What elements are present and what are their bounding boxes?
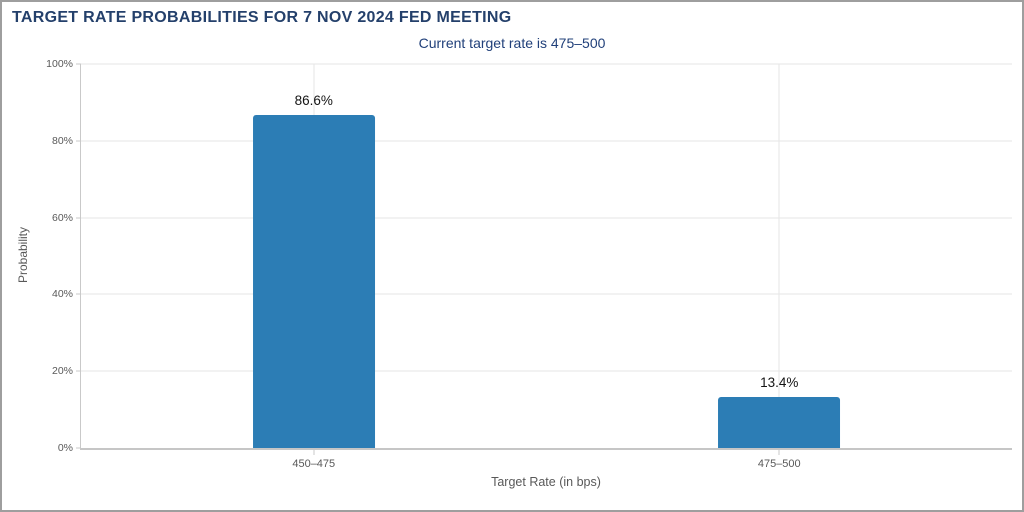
chart-subtitle: Current target rate is 475–500 [418,35,606,51]
x-tick-label: 450–475 [292,458,336,470]
y-tick-label: 60% [51,211,73,224]
probability-bar [718,396,841,448]
bar-value-label: 13.4% [760,374,799,390]
probability-bar [252,115,375,448]
y-tick-mark [76,447,81,449]
y-tick-mark [76,63,81,65]
y-gridline [81,370,1012,372]
chart-title: TARGET RATE PROBABILITIES FOR 7 NOV 2024… [12,9,512,26]
y-tick-label: 40% [51,288,73,301]
y-tick-mark [76,140,81,142]
x-tick-mark [313,450,315,455]
bar-value-label: 86.6% [294,93,333,109]
y-axis-title: Probability [16,226,30,284]
y-tick-mark [76,293,81,295]
category-gridline [778,64,780,448]
y-tick-label: 20% [51,365,73,378]
x-tick-mark [778,450,780,455]
y-gridline [81,293,1012,295]
y-tick-label: 100% [46,58,73,70]
x-axis-title: Target Rate (in bps) [491,475,601,489]
y-gridline [81,217,1012,219]
y-tick-label: 80% [51,134,73,147]
y-tick-mark [76,370,81,372]
y-gridline [81,140,1012,142]
plot-area: 0% 20% 40% 60% 80% 100% 86.6% 450–475 13.4% 475–5… [46,58,1012,470]
y-tick-label: 0% [57,442,73,454]
y-gridline [81,63,1012,65]
x-tick-label: 475–500 [757,458,801,470]
y-tick-mark [76,217,81,219]
